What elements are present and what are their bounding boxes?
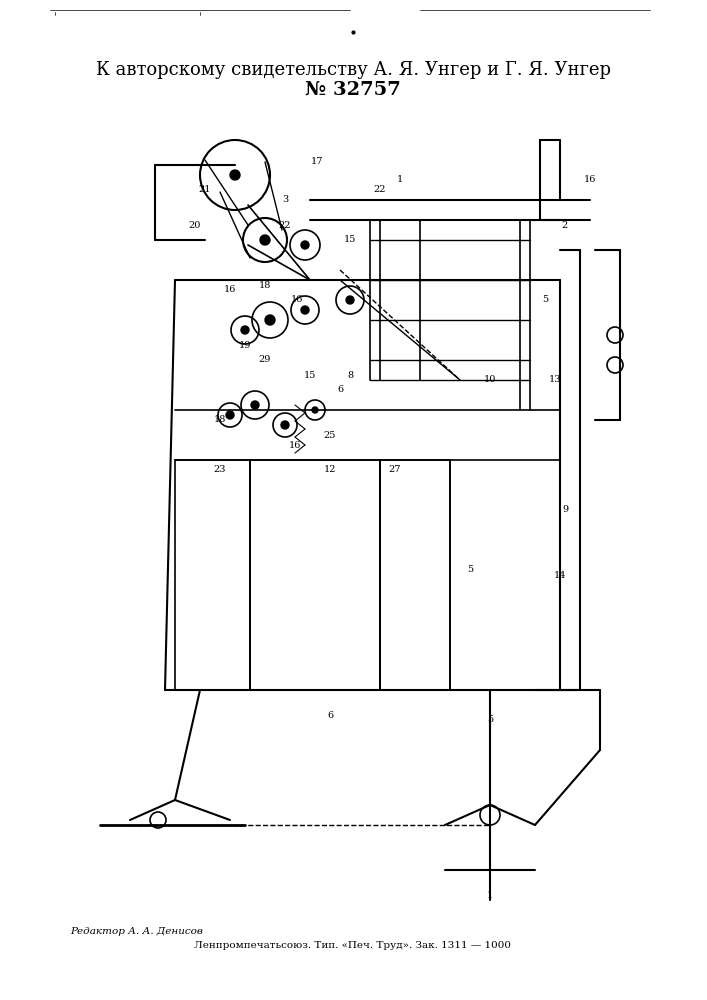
Text: 18: 18: [259, 280, 271, 290]
Text: № 32757: № 32757: [305, 81, 401, 99]
Text: 22: 22: [279, 221, 291, 230]
Text: 22: 22: [374, 186, 386, 194]
Circle shape: [260, 235, 270, 245]
Circle shape: [312, 407, 318, 413]
Text: Редактор А. А. Денисов: Редактор А. А. Денисов: [70, 928, 203, 936]
Text: 20: 20: [189, 221, 201, 230]
Text: 3: 3: [282, 196, 288, 205]
Text: 16: 16: [584, 176, 596, 184]
Circle shape: [251, 401, 259, 409]
Text: 5: 5: [487, 716, 493, 724]
Text: 8: 8: [347, 370, 353, 379]
Text: 18: 18: [214, 416, 226, 424]
Text: 5: 5: [467, 566, 473, 574]
Circle shape: [281, 421, 289, 429]
Text: 6: 6: [327, 710, 333, 720]
Text: 19: 19: [239, 340, 251, 350]
Circle shape: [230, 170, 240, 180]
Bar: [380, 460, 450, 690]
Text: 27: 27: [389, 466, 402, 475]
Text: 5: 5: [542, 296, 548, 304]
Bar: [250, 460, 380, 690]
Circle shape: [265, 315, 275, 325]
Text: 25: 25: [324, 430, 337, 440]
Circle shape: [301, 306, 309, 314]
Circle shape: [301, 241, 309, 249]
Text: 15: 15: [304, 370, 316, 379]
Text: 16: 16: [289, 440, 301, 450]
Text: 9: 9: [562, 506, 568, 514]
Bar: [175, 460, 250, 690]
Circle shape: [241, 326, 249, 334]
Text: 6: 6: [337, 385, 343, 394]
Text: 15: 15: [344, 235, 356, 244]
Circle shape: [226, 411, 234, 419]
Text: 23: 23: [214, 466, 226, 475]
Circle shape: [346, 296, 354, 304]
Text: 16: 16: [224, 286, 236, 294]
Text: 21: 21: [199, 186, 211, 194]
Text: 1: 1: [397, 176, 403, 184]
Text: 17: 17: [311, 157, 323, 166]
Text: 16: 16: [291, 296, 303, 304]
Text: 14: 14: [554, 570, 566, 580]
Text: 2: 2: [562, 221, 568, 230]
Text: 13: 13: [549, 375, 561, 384]
Text: К авторскому свидетельству А. Я. Унгер и Г. Я. Унгер: К авторскому свидетельству А. Я. Унгер и…: [95, 61, 611, 79]
Text: 12: 12: [324, 466, 337, 475]
Text: Ленпромпечатьсоюз. Тип. «Печ. Труд». Зак. 1311 — 1000: Ленпромпечатьсоюз. Тип. «Печ. Труд». Зак…: [194, 940, 511, 950]
Text: 29: 29: [259, 356, 271, 364]
Text: 1: 1: [487, 890, 493, 900]
Text: 10: 10: [484, 375, 496, 384]
